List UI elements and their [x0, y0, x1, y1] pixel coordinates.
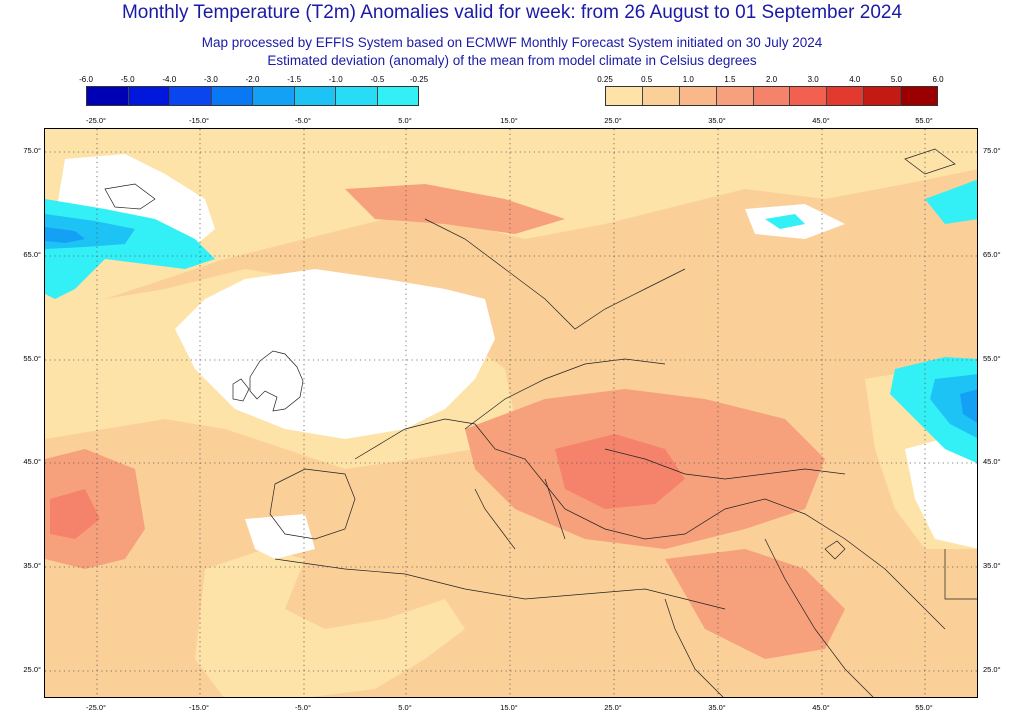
legend-warm-swatch-8 [901, 87, 938, 105]
lon-label-top-5: 25.0° [604, 116, 622, 125]
lat-label-left-2: 55.0° [23, 354, 41, 363]
legend-cold-tick-3: -3.0 [203, 75, 218, 84]
legend-cold-swatch-7 [377, 87, 418, 105]
legend-cold-swatch-1 [128, 87, 170, 105]
anomaly-zone-cold-caspian-inner [930, 374, 977, 438]
lon-label-bottom-6: 35.0° [708, 703, 726, 712]
legend-warm-tick-1: 0.5 [641, 75, 653, 84]
legend-cold-swatch-5 [294, 87, 336, 105]
anomaly-zone-cold-iceland-core [45, 227, 85, 243]
lon-label-top-3: 5.0° [398, 116, 412, 125]
lon-label-top-8: 55.0° [915, 116, 933, 125]
legend-cold-tick-4: -2.0 [245, 75, 260, 84]
lat-label-right-0: 75.0° [983, 146, 1001, 155]
lat-label-right-1: 65.0° [983, 250, 1001, 259]
lat-label-left-3: 45.0° [23, 457, 41, 466]
lon-label-bottom-2: -5.0° [295, 703, 311, 712]
legend-cold-tick-6: -1.0 [328, 75, 343, 84]
anomaly-zone-neutral-iberia [245, 514, 315, 559]
legend-cold-swatch-2 [170, 87, 212, 105]
legend-warm: 0.25 0.5 1.0 1.5 2.0 3.0 4.0 5.0 6.0 [597, 75, 944, 118]
legend-warm-swatch-2 [679, 87, 717, 105]
lon-label-top-1: -15.0° [188, 116, 210, 125]
anomaly-zone-warm-mideast [665, 549, 845, 659]
anomaly-map-svg [45, 129, 977, 697]
legend-cold-swatch-0 [87, 87, 129, 105]
legend-cold-tick-8: -0.25 [409, 75, 429, 84]
legend-warm-swatch-5 [790, 87, 828, 105]
legend-warm-tick-8: 6.0 [932, 75, 944, 84]
coastlines [104, 148, 977, 697]
anomaly-zone-neutral-caspian [905, 429, 977, 549]
lat-label-right-5: 25.0° [983, 665, 1001, 674]
anomaly-zone-hot-balkans [555, 434, 685, 509]
lat-label-right-3: 45.0° [983, 457, 1001, 466]
lat-label-left-1: 65.0° [23, 250, 41, 259]
legend-warm-swatch-4 [753, 87, 791, 105]
lon-label-bottom-5: 25.0° [604, 703, 622, 712]
anomaly-zone-pale-sahara [195, 549, 465, 697]
legend-cold-tick-1: -5.0 [120, 75, 135, 84]
legend-cold-tick-2: -4.0 [162, 75, 177, 84]
legend-warm-tick-7: 5.0 [890, 75, 902, 84]
legend-warm-tick-6: 4.0 [849, 75, 861, 84]
anomaly-zone-warm-north [345, 184, 565, 234]
lat-label-left-5: 25.0° [23, 665, 41, 674]
lon-label-top-0: -25.0° [85, 116, 107, 125]
legend-cold: -6.0 -5.0 -4.0 -3.0 -2.0 -1.5 -1.0 -0.5 -0.25 [79, 75, 428, 118]
legend-cold-colorbar [86, 86, 419, 106]
lat-label-right-4: 35.0° [983, 561, 1001, 570]
legend-warm-tick-0: 0.25 [597, 75, 613, 84]
graticule [45, 129, 977, 697]
anomaly-map [44, 128, 978, 698]
legend-cold-tick-5: -1.5 [287, 75, 302, 84]
legend-cold-tick-7: -0.5 [370, 75, 385, 84]
map-title: Monthly Temperature (T2m) Anomalies vali… [121, 2, 903, 23]
lat-label-left-0: 75.0° [23, 146, 41, 155]
lat-label-left-4: 35.0° [23, 561, 41, 570]
map-subtitle-units: Estimated deviation (anomaly) of the mea… [267, 53, 757, 68]
lon-label-top-2: -5.0° [295, 116, 311, 125]
lon-label-bottom-8: 55.0° [915, 703, 933, 712]
legend-cold-swatch-4 [253, 87, 295, 105]
legend-warm-tick-5: 3.0 [807, 75, 819, 84]
legend-warm-swatch-3 [716, 87, 754, 105]
lon-label-top-7: 45.0° [812, 116, 830, 125]
lon-label-bottom-3: 5.0° [398, 703, 412, 712]
lat-label-right-2: 55.0° [983, 354, 1001, 363]
legend-warm-tick-4: 2.0 [765, 75, 778, 84]
map-subtitle-source: Map processed by EFFIS System based on E… [201, 35, 823, 50]
lon-label-bottom-7: 45.0° [812, 703, 830, 712]
lon-label-bottom-1: -15.0° [188, 703, 210, 712]
anomaly-zone-cold-kara-sea [925, 179, 977, 224]
legend-cold-swatch-3 [211, 87, 253, 105]
legend-warm-swatch-1 [642, 87, 680, 105]
anomaly-zone-hot-atlantic [50, 489, 100, 539]
legend-warm-colorbar [605, 86, 938, 106]
legend-warm-tick-2: 1.0 [682, 75, 694, 84]
legend-warm-swatch-0 [606, 87, 643, 105]
legend-warm-swatch-7 [864, 87, 902, 105]
legend-warm-swatch-6 [827, 87, 865, 105]
anomaly-zone-cold-caspian-core [960, 389, 977, 423]
lon-label-bottom-0: -25.0° [85, 703, 107, 712]
lon-label-bottom-4: 15.0° [500, 703, 518, 712]
anomaly-zone-cold-barents [765, 214, 805, 229]
lon-label-top-4: 15.0° [500, 116, 518, 125]
legend-cold-tick-0: -6.0 [79, 75, 93, 84]
legend-warm-tick-3: 1.5 [724, 75, 736, 84]
lon-label-top-6: 35.0° [708, 116, 726, 125]
legend-cold-swatch-6 [336, 87, 378, 105]
